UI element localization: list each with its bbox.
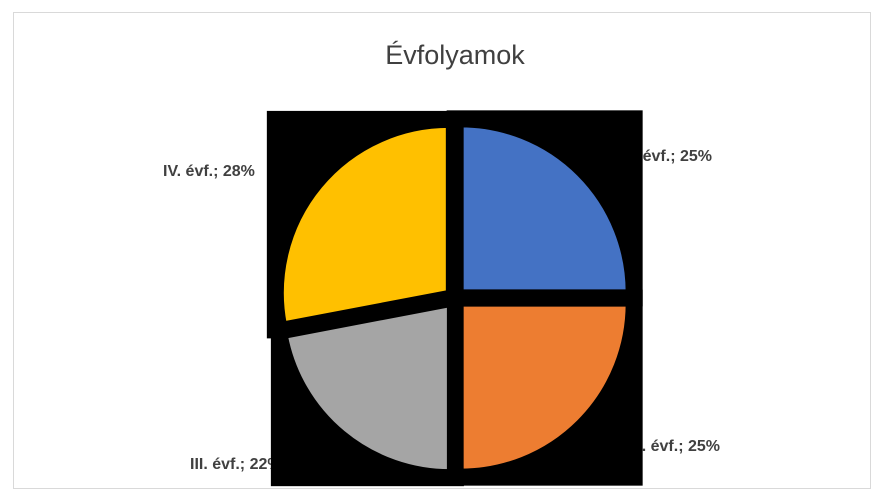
data-label: II. évf.; 25% — [633, 438, 720, 455]
data-label: III. évf.; 22% — [190, 456, 282, 473]
data-label: I. évf.; 25% — [629, 148, 712, 165]
data-label: IV. évf.; 28% — [163, 163, 255, 180]
pie-slice — [457, 121, 632, 296]
pie-slice — [281, 300, 453, 476]
chart-title: Évfolyamok — [385, 40, 525, 70]
pie-slice — [457, 300, 632, 475]
pie-slice — [277, 121, 452, 328]
